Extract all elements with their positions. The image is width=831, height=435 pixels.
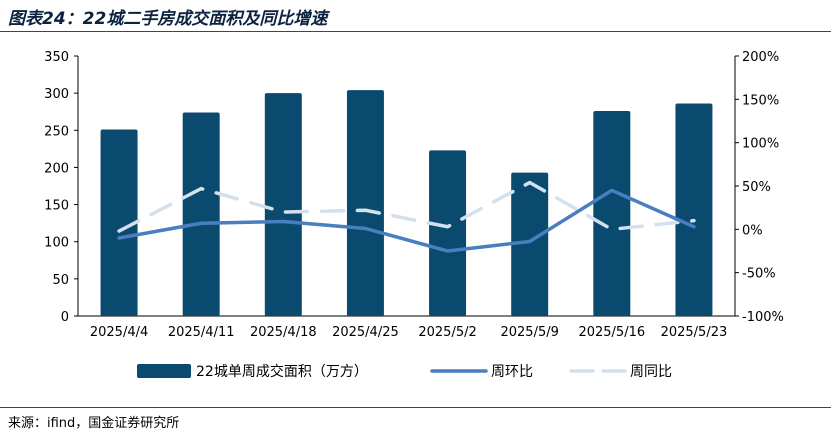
source-note: 来源：ifind，国金证券研究所 [8,416,180,431]
right-tick-label: 150% [742,93,779,108]
left-tick-label: 350 [44,50,69,65]
bar [182,112,220,316]
legend-label-yoy: 周同比 [630,364,672,380]
x-tick-label: 2025/5/2 [418,325,476,340]
x-tick-label: 2025/4/11 [168,325,235,340]
right-tick-label: 0% [742,223,763,238]
bar [100,129,138,316]
right-tick-label: -100% [742,310,784,325]
right-tick-label: 100% [742,137,779,152]
left-tick-label: 200 [44,161,69,176]
legend-swatch-bar [137,364,191,378]
right-tick-label: 50% [742,180,771,195]
right-tick-label: 200% [742,50,779,65]
left-tick-label: 300 [44,87,69,102]
left-tick-label: 50 [52,273,69,288]
x-tick-label: 2025/5/23 [661,325,728,340]
bar [511,172,549,316]
left-tick-label: 0 [61,310,69,325]
legend-label-mom: 周环比 [491,364,533,380]
left-tick-label: 100 [44,236,69,251]
x-tick-label: 2025/4/25 [332,325,399,340]
x-tick-label: 2025/5/16 [578,325,645,340]
x-tick-label: 2025/4/18 [250,325,317,340]
combo-chart: 0 50 100 150 200 250 300 350 -100% -50% 0% 50% 100% 1… [44,50,784,380]
mom-line [117,188,696,253]
bar [264,93,302,317]
bar [593,110,631,316]
bar [675,103,713,317]
source-divider [0,407,831,408]
x-tick-label: 2025/5/9 [500,325,558,340]
bar [346,90,384,317]
right-tick-label: -50% [742,267,776,282]
left-tick-label: 150 [44,199,69,214]
left-tick-label: 250 [44,124,69,139]
x-tick-label: 2025/4/4 [90,325,148,340]
bar [429,150,467,316]
title-divider [0,31,831,32]
yoy-line [117,180,696,233]
legend-label-bar: 22城单周成交面积（万方） [196,363,368,380]
chart-title: 图表24：22城二手房成交面积及同比增速 [8,9,328,29]
